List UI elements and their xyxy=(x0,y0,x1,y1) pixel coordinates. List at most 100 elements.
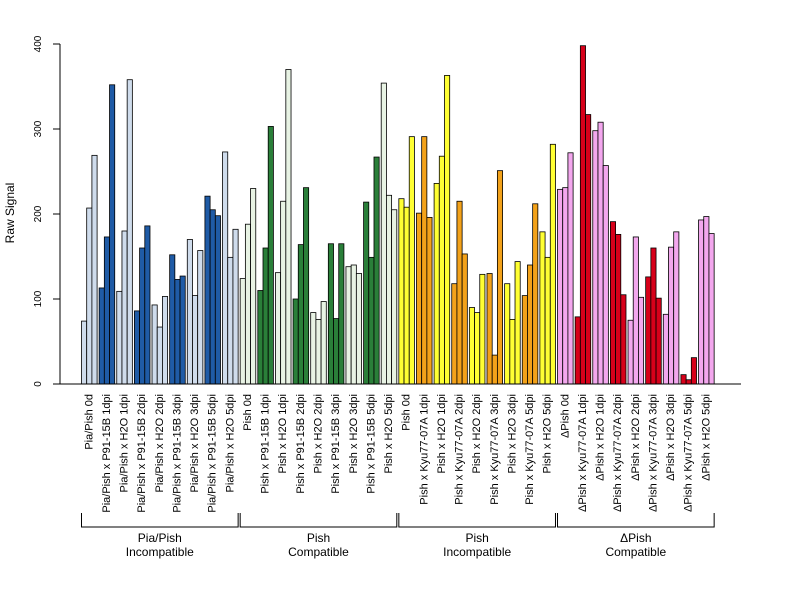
bar xyxy=(456,200,463,385)
bar xyxy=(174,279,181,385)
group-label-line1: ΔPish xyxy=(620,531,651,545)
bar xyxy=(280,200,287,385)
bar xyxy=(333,318,340,385)
bar xyxy=(468,307,475,385)
bar xyxy=(504,283,511,385)
bar xyxy=(98,287,105,385)
bar xyxy=(232,228,239,385)
y-tick-label: 400 xyxy=(33,35,44,52)
x-tick-label: ΔPish x H2O 2dpi xyxy=(630,394,642,481)
x-tick-label: ΔPish 0d xyxy=(559,394,571,438)
bar xyxy=(297,244,304,385)
bar xyxy=(144,225,151,385)
bar xyxy=(350,264,357,385)
bar xyxy=(532,203,539,385)
bar xyxy=(345,266,352,385)
bar xyxy=(438,155,445,385)
x-tick-label: ΔPish x Kyu77-07A 3dpi xyxy=(647,394,659,512)
bar xyxy=(303,187,310,385)
bar xyxy=(320,301,327,385)
x-tick-label: Pia/Pish x P91-15B 3dpi xyxy=(171,394,183,513)
bar xyxy=(539,231,546,385)
group-bracket xyxy=(81,513,239,528)
bar xyxy=(227,256,234,385)
bar xyxy=(690,357,697,385)
bar xyxy=(386,194,393,385)
x-tick-label: Pia/Pish x H2O 1dpi xyxy=(119,394,131,492)
x-tick-label: Pish x H2O 1dpi xyxy=(436,394,448,473)
bar xyxy=(116,290,123,385)
bars xyxy=(81,45,715,385)
bar xyxy=(315,318,322,385)
x-tick-label: Pia/Pish x P91-15B 2dpi xyxy=(136,394,148,513)
group-label-line1: Pish xyxy=(465,531,488,545)
bar xyxy=(632,236,639,385)
y-axis-label: Raw Signal xyxy=(3,183,17,244)
group-label-line1: Pish xyxy=(307,531,330,545)
x-tick-label: ΔPish x Kyu77-07A 2dpi xyxy=(612,394,624,512)
bar xyxy=(421,136,428,385)
bar xyxy=(491,354,498,385)
bar xyxy=(574,316,581,385)
bar xyxy=(549,143,556,385)
x-tick-label: Pish x H2O 3dpi xyxy=(506,394,518,473)
bar xyxy=(192,295,199,385)
bar xyxy=(444,75,451,385)
bar xyxy=(179,275,186,385)
x-tick-label: Pia/Pish x P91-15B 1dpi xyxy=(101,394,113,513)
bar xyxy=(474,312,481,385)
bar xyxy=(673,231,680,385)
bar xyxy=(121,230,128,385)
bar xyxy=(620,294,627,385)
bar xyxy=(151,304,158,385)
group-brackets: Pia/PishIncompatiblePishCompatiblePishIn… xyxy=(81,513,715,559)
x-tick-labels: Pia/Pish 0d Pia/Pish x P91-15B 1dpi Pia/Pi… xyxy=(83,394,712,513)
x-tick-label: Pish x H2O 5dpi xyxy=(542,394,554,473)
x-tick-label: Pish x H2O 5dpi xyxy=(383,394,395,473)
x-tick-label: Pish x Kyu77-07A 2dpi xyxy=(454,394,466,505)
bar xyxy=(514,261,521,385)
bar xyxy=(610,221,617,385)
bar xyxy=(579,45,586,385)
bar xyxy=(562,187,569,385)
y-tick-label: 0 xyxy=(33,381,44,387)
bar xyxy=(380,82,387,385)
y-tick-label: 100 xyxy=(33,290,44,307)
bar xyxy=(285,69,292,385)
bar xyxy=(650,247,657,385)
bar xyxy=(86,207,93,385)
x-tick-label: Pish x P91-15B 2dpi xyxy=(295,394,307,494)
bar xyxy=(585,114,592,385)
bar xyxy=(244,223,251,385)
bar xyxy=(368,256,375,385)
bar xyxy=(262,247,269,385)
bar xyxy=(403,206,410,385)
bar xyxy=(698,219,705,385)
bar xyxy=(197,250,204,385)
bar xyxy=(373,156,380,385)
bar xyxy=(81,320,88,385)
bar xyxy=(139,247,146,385)
bar xyxy=(310,312,317,385)
y-tick-label: 300 xyxy=(33,120,44,137)
bar xyxy=(703,216,710,385)
bar xyxy=(461,253,468,385)
bar xyxy=(662,313,669,385)
bar xyxy=(267,126,274,385)
x-tick-label: ΔPish x Kyu77-07A 5dpi xyxy=(683,394,695,512)
bar xyxy=(602,165,609,385)
group-label-line1: Pia/Pish xyxy=(138,531,182,545)
bar xyxy=(557,188,564,385)
bar xyxy=(214,215,221,385)
group-label-line2: Incompatible xyxy=(443,545,511,559)
x-tick-label: Pish 0d xyxy=(401,394,413,431)
x-tick-label: ΔPish x Kyu77-07A 1dpi xyxy=(577,394,589,512)
bar xyxy=(527,264,534,385)
x-tick-label: Pia/Pish 0d xyxy=(83,394,95,450)
bar xyxy=(257,290,264,385)
x-tick-label: Pish x H2O 2dpi xyxy=(312,394,324,473)
x-tick-label: Pish x Kyu77-07A 1dpi xyxy=(418,394,430,505)
bar xyxy=(222,151,229,385)
bar xyxy=(496,170,503,385)
x-tick-label: Pish x Kyu77-07A 3dpi xyxy=(489,394,501,505)
